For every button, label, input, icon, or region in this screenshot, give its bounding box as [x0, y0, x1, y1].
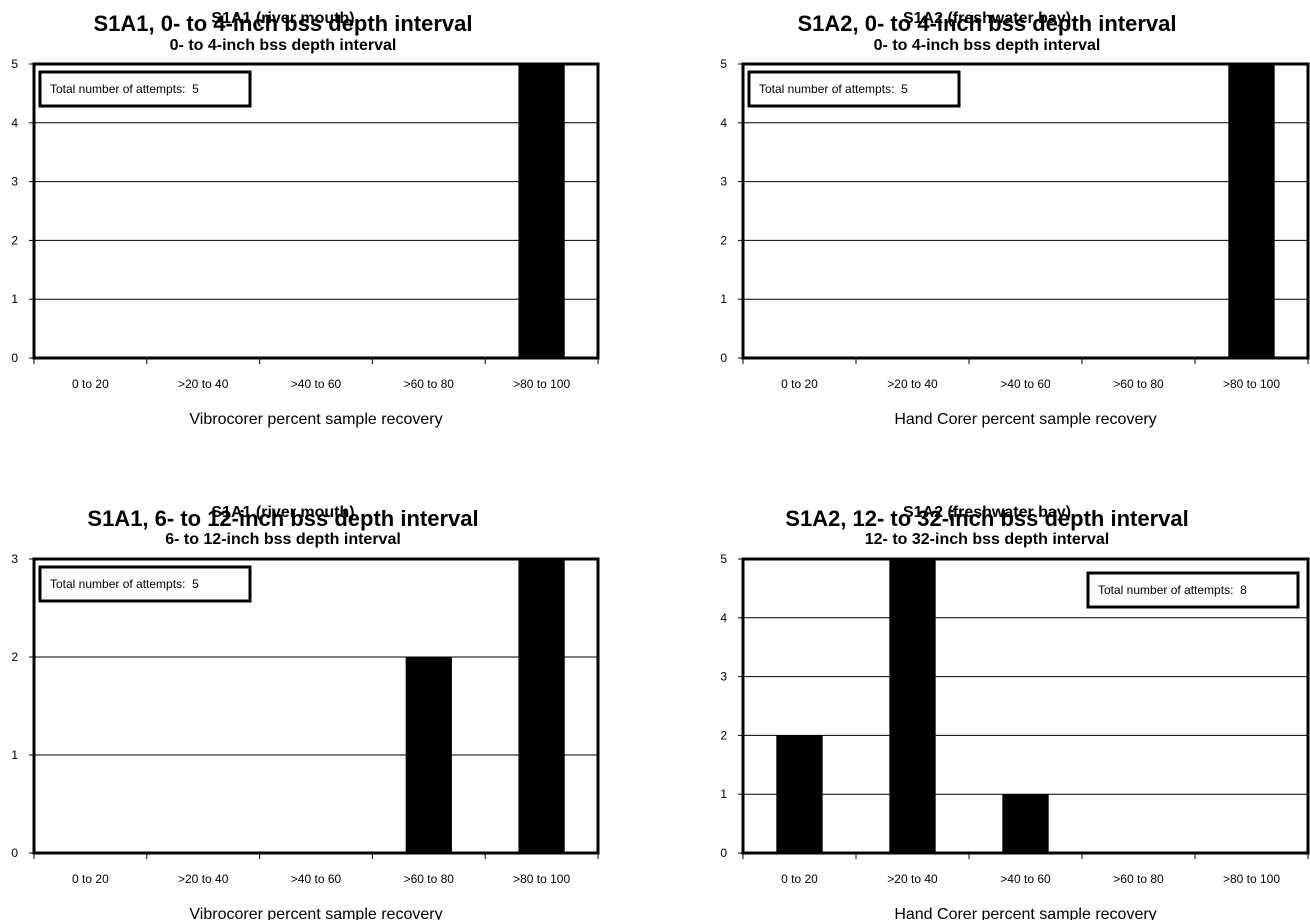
x-tick-label: >20 to 40	[178, 377, 229, 391]
x-tick-label: >40 to 60	[291, 377, 342, 391]
chart-title: S1A1, 6- to 12-inch bss depth interval	[87, 506, 478, 531]
y-tick-label: 2	[720, 728, 727, 742]
y-tick-label: 1	[720, 787, 727, 801]
chart-title: S1A1, 0- to 4-inch bss depth interval	[94, 11, 473, 36]
plot-frame	[32, 557, 600, 855]
y-tick-label: 1	[11, 748, 18, 762]
chart-title: S1A2, 12- to 32-inch bss depth interval	[785, 506, 1188, 531]
x-axis-label: Hand Corer percent sample recovery	[894, 411, 1156, 428]
x-tick-label: 0 to 20	[72, 377, 109, 391]
x-tick-label: >80 to 100	[1223, 872, 1280, 886]
y-tick-label: 0	[720, 351, 727, 365]
chart-panel: S1A1, 6- to 12-inch bss depth intervalS1…	[11, 504, 600, 920]
y-tick-label: 4	[720, 116, 727, 130]
x-tick-label: 0 to 20	[72, 872, 109, 886]
bar	[405, 657, 452, 853]
annotation-box	[38, 565, 252, 603]
y-tick-label: 5	[11, 57, 18, 71]
y-tick-label: 1	[720, 292, 727, 306]
x-tick-label: >40 to 60	[1000, 872, 1051, 886]
x-tick-label: >80 to 100	[1223, 377, 1280, 391]
y-tick-label: 2	[11, 650, 18, 664]
bar	[518, 559, 565, 853]
chart-overlay-title: S1A1 (river mouth)	[211, 504, 354, 521]
y-tick-label: 3	[11, 552, 18, 566]
x-tick-label: >20 to 40	[887, 872, 938, 886]
y-tick-label: 1	[11, 292, 18, 306]
bar	[1002, 794, 1049, 853]
chart-overlay-title: S1A2 (freshwater bay)	[903, 10, 1071, 27]
x-tick-label: >60 to 80	[1113, 872, 1164, 886]
y-tick-label: 3	[720, 670, 727, 684]
chart-subtitle: 12- to 32-inch bss depth interval	[865, 531, 1110, 548]
y-tick-label: 3	[11, 175, 18, 189]
x-tick-label: 0 to 20	[781, 377, 818, 391]
x-axis-label: Vibrocorer percent sample recovery	[189, 906, 442, 920]
y-tick-label: 0	[11, 351, 18, 365]
annotation-text: Total number of attempts: 5	[50, 82, 199, 96]
x-tick-label: >20 to 40	[178, 872, 229, 886]
annotation-text: Total number of attempts: 5	[759, 82, 908, 96]
x-tick-label: >40 to 60	[291, 872, 342, 886]
plot-frame	[741, 557, 1310, 855]
chart-overlay-title: S1A2 (freshwater bay)	[903, 504, 1071, 521]
y-tick-label: 4	[11, 116, 18, 130]
bar	[518, 64, 565, 358]
y-tick-label: 0	[720, 846, 727, 860]
annotation-text: Total number of attempts: 5	[50, 577, 199, 591]
chart-subtitle: 0- to 4-inch bss depth interval	[170, 37, 397, 54]
x-tick-label: >20 to 40	[887, 377, 938, 391]
annotation-box	[38, 70, 252, 108]
plot-frame	[741, 62, 1310, 360]
x-tick-label: >60 to 80	[1113, 377, 1164, 391]
plot-frame	[32, 62, 600, 360]
annotation-box	[747, 70, 961, 108]
x-axis-label: Vibrocorer percent sample recovery	[189, 411, 442, 428]
chart-subtitle: 6- to 12-inch bss depth interval	[165, 531, 401, 548]
y-tick-label: 5	[720, 552, 727, 566]
y-tick-label: 2	[720, 233, 727, 247]
chart-panel: S1A1, 0- to 4-inch bss depth intervalS1A…	[11, 10, 600, 428]
bar	[1228, 64, 1275, 358]
y-tick-label: 4	[720, 611, 727, 625]
chart-title: S1A2, 0- to 4-inch bss depth interval	[798, 11, 1177, 36]
y-tick-label: 0	[11, 846, 18, 860]
chart-overlay-title: S1A1 (river mouth)	[211, 10, 354, 27]
x-tick-label: >80 to 100	[513, 377, 570, 391]
annotation-text: Total number of attempts: 8	[1098, 583, 1247, 597]
bar	[776, 735, 823, 853]
x-tick-label: >60 to 80	[404, 872, 455, 886]
x-tick-label: >40 to 60	[1000, 377, 1051, 391]
x-axis-label: Hand Corer percent sample recovery	[894, 906, 1156, 920]
y-tick-label: 3	[720, 175, 727, 189]
x-tick-label: >80 to 100	[513, 872, 570, 886]
chart-panel: S1A2, 12- to 32-inch bss depth intervalS…	[720, 504, 1310, 920]
y-tick-label: 2	[11, 233, 18, 247]
x-tick-label: 0 to 20	[781, 872, 818, 886]
x-tick-label: >60 to 80	[404, 377, 455, 391]
annotation-box	[1086, 571, 1300, 609]
chart-panel: S1A2, 0- to 4-inch bss depth intervalS1A…	[720, 10, 1310, 428]
bar	[889, 559, 936, 853]
chart-subtitle: 0- to 4-inch bss depth interval	[874, 37, 1101, 54]
y-tick-label: 5	[720, 57, 727, 71]
